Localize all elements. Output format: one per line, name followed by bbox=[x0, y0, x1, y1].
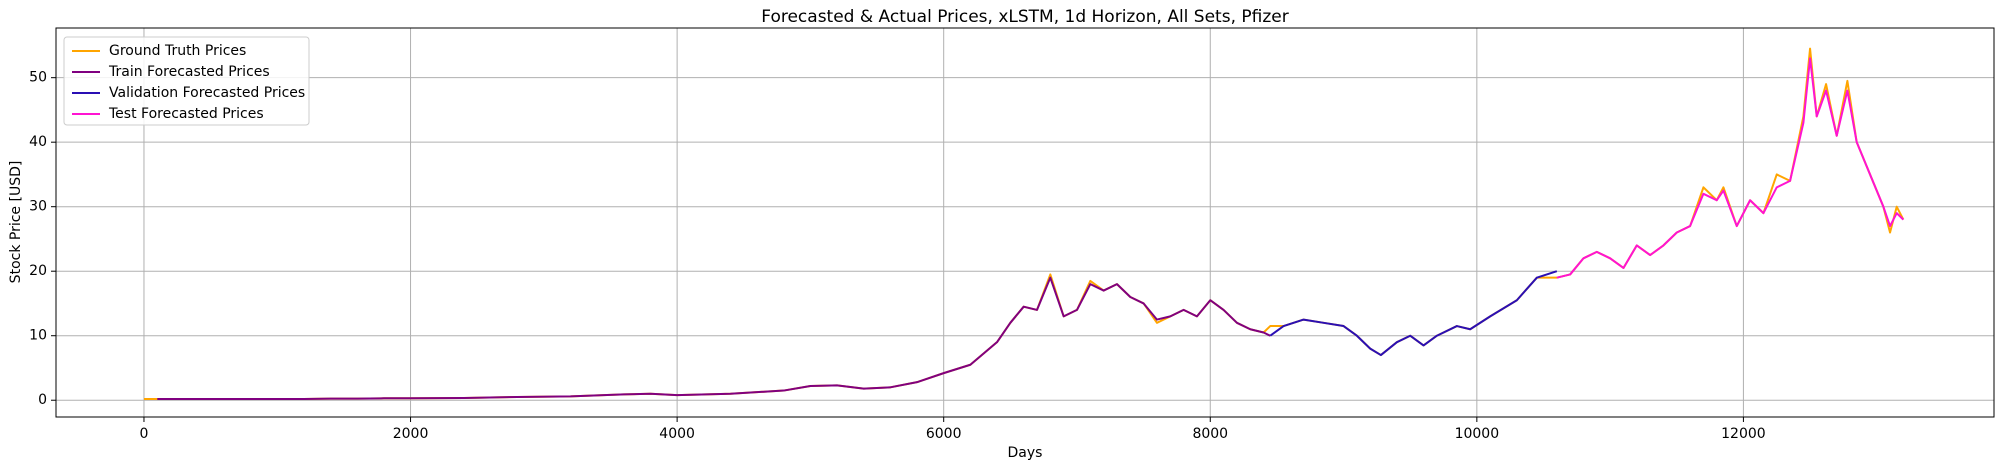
x-tick-label: 10000 bbox=[1455, 426, 1500, 442]
plot-frame bbox=[55, 27, 1995, 418]
series-line bbox=[1269, 270, 1558, 357]
legend-label: Validation Forecasted Prices bbox=[109, 85, 305, 101]
legend-label: Train Forecasted Prices bbox=[108, 64, 270, 80]
x-tick-label: 0 bbox=[140, 426, 149, 442]
legend: Ground Truth Prices Train Forecasted Pric… bbox=[63, 36, 310, 126]
x-tick-label: 4000 bbox=[659, 426, 695, 442]
x-tick-label: 2000 bbox=[393, 426, 429, 442]
series-line bbox=[143, 47, 1905, 400]
y-tick-label: 10 bbox=[29, 328, 47, 344]
legend-label: Test Forecasted Prices bbox=[108, 106, 264, 122]
legend-box bbox=[63, 36, 310, 126]
y-tick-label: 20 bbox=[29, 263, 47, 279]
y-tick-label: 0 bbox=[38, 392, 47, 408]
legend-label: Ground Truth Prices bbox=[109, 43, 246, 59]
x-tick-label: 12000 bbox=[1721, 426, 1766, 442]
chart-title: Forecasted & Actual Prices, xLSTM, 1d Ho… bbox=[761, 7, 1288, 27]
x-axis-label: Days bbox=[1008, 445, 1043, 461]
series-line bbox=[157, 276, 1271, 400]
x-tick-label: 6000 bbox=[926, 426, 962, 442]
x-tick-label: 8000 bbox=[1192, 426, 1228, 442]
series-line bbox=[1556, 57, 1905, 279]
y-tick-label: 30 bbox=[29, 199, 47, 215]
y-axis-label: Stock Price [USD] bbox=[8, 161, 24, 284]
y-tick-label: 40 bbox=[29, 134, 47, 150]
y-tick-label: 50 bbox=[29, 70, 47, 86]
